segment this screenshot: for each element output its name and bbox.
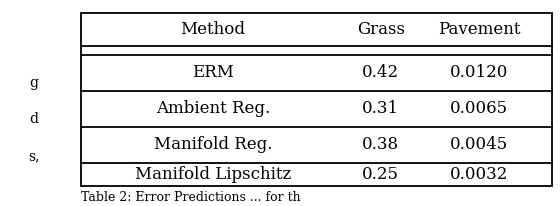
Text: Method: Method	[180, 21, 245, 38]
Text: Manifold Lipschitz: Manifold Lipschitz	[134, 166, 291, 183]
Text: 0.42: 0.42	[362, 64, 399, 81]
Text: Manifold Reg.: Manifold Reg.	[153, 136, 272, 153]
Bar	[81, 13, 552, 186]
Text: 0.0045: 0.0045	[450, 136, 508, 153]
Text: ERM: ERM	[192, 64, 234, 81]
Text: Grass: Grass	[357, 21, 405, 38]
Text: 0.0032: 0.0032	[450, 166, 508, 183]
Text: 0.31: 0.31	[362, 100, 399, 117]
Text: d: d	[29, 112, 38, 126]
Text: Table 2: Error Predictions ... for th: Table 2: Error Predictions ... for th	[81, 191, 301, 204]
Text: g: g	[29, 76, 38, 90]
Text: 0.0065: 0.0065	[450, 100, 508, 117]
Text: Pavement: Pavement	[437, 21, 520, 38]
Text: s,: s,	[28, 150, 39, 164]
Text: 0.25: 0.25	[362, 166, 399, 183]
Text: 0.38: 0.38	[362, 136, 399, 153]
Text: Ambient Reg.: Ambient Reg.	[156, 100, 270, 117]
Text: 0.0120: 0.0120	[450, 64, 508, 81]
